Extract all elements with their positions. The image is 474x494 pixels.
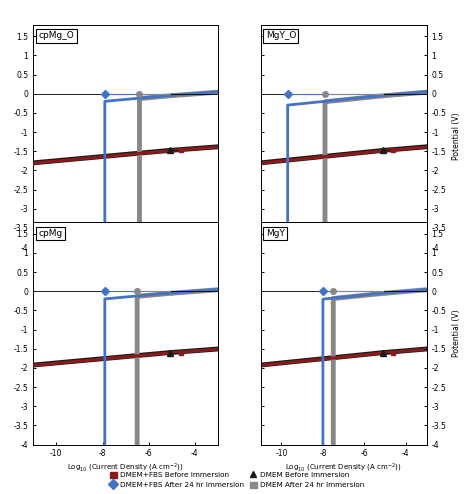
Text: cpMg_O: cpMg_O bbox=[39, 32, 74, 41]
X-axis label: Log$_{10}$ (Current Density (A cm$^{-2}$)): Log$_{10}$ (Current Density (A cm$^{-2}$… bbox=[67, 264, 184, 276]
Text: cpMg: cpMg bbox=[39, 229, 63, 238]
X-axis label: Log$_{10}$ (Current Density (A cm$^{-2}$)): Log$_{10}$ (Current Density (A cm$^{-2}$… bbox=[67, 461, 184, 474]
Y-axis label: Potential (V): Potential (V) bbox=[452, 310, 461, 357]
Y-axis label: Potential (V): Potential (V) bbox=[452, 112, 461, 160]
Text: MgY: MgY bbox=[265, 229, 284, 238]
Text: MgY_O: MgY_O bbox=[265, 32, 296, 41]
X-axis label: Log$_{10}$ (Current Density (A cm$^{-2}$)): Log$_{10}$ (Current Density (A cm$^{-2}$… bbox=[285, 461, 402, 474]
X-axis label: Log$_{10}$ (Current Density (A cm$^{-2}$)): Log$_{10}$ (Current Density (A cm$^{-2}$… bbox=[285, 264, 402, 276]
Legend: DMEM+FBS Before Immersion, DMEM+FBS After 24 hr Immersion, DMEM Before Immersion: DMEM+FBS Before Immersion, DMEM+FBS Afte… bbox=[108, 469, 366, 491]
